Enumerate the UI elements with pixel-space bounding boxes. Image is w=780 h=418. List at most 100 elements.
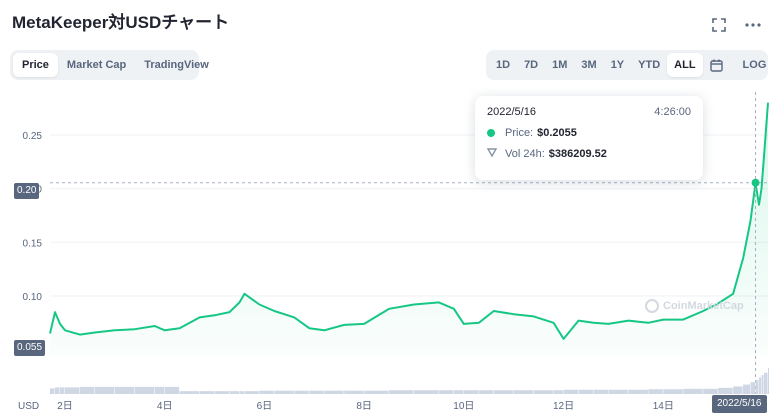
volume-bar [663,389,683,394]
x-tick-label: 6日 [257,401,273,412]
tooltip-date: 2022/5/16 [487,106,536,118]
volume-bar [553,390,564,394]
range-7d[interactable]: 7D [524,59,539,71]
volume-bar [59,387,65,394]
volume-bar [199,391,215,394]
watermark: CoinMarketCap [645,299,744,313]
volume-bar [703,388,718,394]
more-icon[interactable] [742,14,764,36]
volume-bar [478,390,494,394]
tab-tradingview[interactable]: TradingView [144,59,209,71]
volume-bar [294,390,309,394]
price-dot-icon [487,129,495,137]
chart-tooltip: 2022/5/16 4:26:00 Price: $0.2055 Vol 24h… [475,96,703,180]
y-tick-label: 0.10 [23,292,43,303]
fullscreen-icon-glyph [712,18,726,32]
view-tabs: Price Market Cap TradingView [10,50,209,80]
volume-bar [164,386,180,394]
x-tick-label: 8日 [356,401,372,412]
volume-diamond-glyph [486,148,498,158]
volume-bar [50,388,55,394]
tab-market-cap[interactable]: Market Cap [66,59,127,71]
volume-bar [761,375,764,394]
volume-bar [759,377,762,394]
range-tabs: 1D 7D 1M 3M 1Y YTD ALL LOG [486,50,768,80]
volume-bar [493,390,514,394]
x-tick-label: 4日 [157,401,173,412]
x-tick-label: 14日 [653,401,674,412]
price-line [49,102,769,340]
fullscreen-icon[interactable] [708,14,730,36]
range-1m[interactable]: 1M [552,59,568,71]
volume-bar [768,368,769,394]
volume-bar [64,387,80,394]
volume-bar [628,389,648,394]
volume-bar [453,390,464,394]
calendar-icon[interactable] [703,53,730,77]
range-all[interactable]: ALL [667,53,703,77]
volume-bar [309,390,324,394]
range-3m[interactable]: 3M [581,59,597,71]
more-icon-glyph [745,23,761,27]
calendar-icon-glyph [709,59,723,72]
tooltip-price-label: Price: [505,127,534,139]
volume-bar [54,387,60,394]
tooltip-volume-value: $386209.52 [548,148,607,160]
range-ytd[interactable]: YTD [638,59,661,71]
log-toggle[interactable]: LOG [742,59,767,71]
volume-bar [608,389,628,394]
x-tick-label: 2日 [57,401,73,412]
volume-bar [229,391,239,394]
volume-bar [513,390,534,394]
volume-bar [114,386,135,394]
volume-bar [733,386,743,394]
volume-bar [364,390,389,394]
volume-bar [94,386,115,394]
x-axis-unit: USD [18,401,39,412]
x-tick-label: 12日 [553,401,574,412]
hover-date-badge: 2022/5/16 [712,395,767,413]
volume-bar [134,386,155,394]
volume-bar [463,390,479,394]
coinmarketcap-logo-icon [645,299,659,313]
volume-bar [438,390,454,394]
volume-bar [718,387,733,394]
volume-bar [239,391,244,394]
x-tick-label: 10日 [453,401,474,412]
range-1y[interactable]: 1Y [610,59,625,71]
volume-bar [179,391,200,394]
volume-bar [324,390,344,394]
hover-price-badge: 0.20 [14,183,40,199]
page-title: MetaKeeper対USDチャート [12,13,230,32]
volume-bar [344,390,364,394]
y-tick-label: 0.15 [23,238,43,249]
current-price-badge: 0.055 [14,340,46,356]
volume-bar [79,386,95,394]
volume-bar [214,391,229,394]
volume-bar [764,372,768,394]
tooltip-time: 4:26:00 [654,106,691,118]
volume-bar [244,391,259,394]
volume-bar [274,390,294,394]
volume-bar [578,389,593,394]
tab-price[interactable]: Price [13,53,58,77]
range-1d[interactable]: 1D [496,59,511,71]
price-area [50,102,768,355]
volume-bar [413,390,439,394]
volume-bar [593,389,608,394]
volume-bar [154,386,165,394]
tooltip-volume-label: Vol 24h: [505,148,545,160]
volume-bar [563,389,579,394]
hover-point [751,178,760,187]
y-tick-label: 0.25 [23,131,43,142]
volume-bar [743,384,751,394]
volume-bar [683,388,703,394]
volume-bar [648,389,663,394]
volume-bar [533,390,554,394]
volume-bar [259,390,274,394]
tooltip-price-value: $0.2055 [537,127,577,139]
volume-bar [389,390,414,394]
volume-bar [755,379,759,394]
volume-bar [750,382,756,394]
